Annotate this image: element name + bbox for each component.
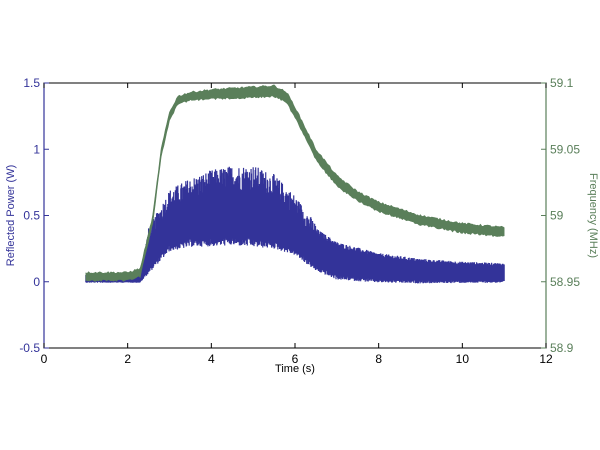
left-y-tick-label: 0.5: [23, 209, 40, 223]
x-tick-label: 8: [375, 352, 382, 366]
x-tick-label: 10: [456, 352, 470, 366]
left-y-axis-label: Reflected Power (W): [5, 165, 17, 266]
frequency-band: [85, 84, 505, 282]
x-tick-label: 12: [539, 352, 553, 366]
right-y-tick-label: 58.9: [550, 341, 574, 355]
x-tick-label: 0: [41, 352, 48, 366]
left-y-tick-label: 0: [33, 275, 40, 289]
x-axis-label: Time (s): [275, 363, 315, 375]
x-tick-label: 4: [208, 352, 215, 366]
left-y-tick-label: 1: [33, 142, 40, 156]
right-y-tick-label: 59.05: [550, 142, 580, 156]
left-y-tick-label: 1.5: [23, 76, 40, 90]
x-tick-label: 6: [292, 352, 299, 366]
x-tick-label: 2: [124, 352, 131, 366]
right-y-axis-label: Frequency (MHz): [587, 173, 599, 258]
right-y-tick-label: 59: [550, 209, 564, 223]
frequency-series: [85, 84, 505, 282]
left-y-tick-label: -0.5: [19, 341, 40, 355]
ticks: 0 2 4 6 8 10 12-0.500.511.558.958.955959.0559.…: [19, 76, 580, 366]
right-y-tick-label: 58.95: [550, 275, 580, 289]
right-y-tick-label: 59.1: [550, 76, 574, 90]
